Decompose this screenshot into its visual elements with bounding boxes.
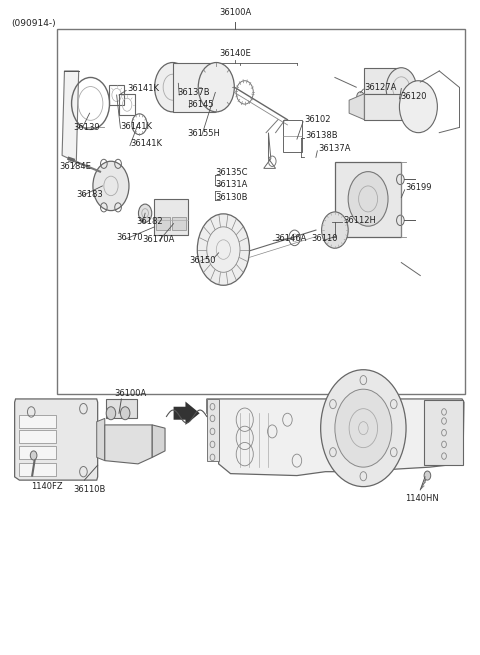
Circle shape	[138, 204, 152, 222]
Circle shape	[399, 81, 437, 133]
Text: 36131A: 36131A	[216, 180, 248, 189]
Circle shape	[322, 212, 348, 248]
Bar	[207, 399, 219, 460]
Bar	[335, 162, 401, 236]
Text: 36170: 36170	[117, 233, 143, 242]
Text: 36102: 36102	[304, 115, 331, 124]
Text: 1140HN: 1140HN	[405, 495, 439, 504]
Circle shape	[321, 369, 406, 487]
Circle shape	[155, 62, 191, 112]
Circle shape	[197, 214, 250, 286]
Polygon shape	[14, 399, 97, 480]
Text: 36145: 36145	[187, 100, 214, 109]
Text: 36100A: 36100A	[114, 388, 146, 398]
Polygon shape	[105, 425, 152, 464]
Circle shape	[335, 389, 392, 467]
Text: 36137B: 36137B	[178, 88, 210, 97]
Bar	[57, 29, 466, 394]
Bar	[19, 462, 56, 476]
Circle shape	[93, 161, 129, 211]
Circle shape	[424, 471, 431, 480]
Bar	[173, 62, 216, 112]
Bar	[283, 120, 301, 152]
Text: 1140FZ: 1140FZ	[31, 482, 63, 491]
Text: 36120: 36120	[400, 92, 427, 102]
Text: 36137A: 36137A	[318, 144, 351, 153]
Text: 36199: 36199	[405, 183, 432, 193]
Polygon shape	[62, 71, 79, 162]
Bar	[106, 399, 137, 419]
Text: 36141K: 36141K	[130, 140, 162, 148]
Bar	[172, 217, 186, 230]
Polygon shape	[207, 399, 464, 476]
Text: (090914-): (090914-)	[12, 19, 56, 28]
Text: 36110: 36110	[311, 234, 337, 243]
Circle shape	[386, 67, 417, 109]
Text: 36155H: 36155H	[187, 130, 220, 138]
Bar	[109, 84, 124, 105]
Polygon shape	[96, 419, 105, 460]
Text: 36110B: 36110B	[73, 485, 106, 494]
Bar	[19, 445, 56, 458]
Circle shape	[357, 92, 364, 102]
Circle shape	[198, 62, 234, 112]
Polygon shape	[152, 425, 165, 457]
Text: 36138B: 36138B	[305, 132, 338, 140]
Text: 36141K: 36141K	[120, 122, 153, 130]
Text: 36150: 36150	[190, 256, 216, 265]
Bar	[424, 400, 463, 465]
Text: 36127A: 36127A	[364, 83, 396, 92]
Circle shape	[120, 407, 130, 420]
Text: 36183: 36183	[76, 190, 103, 199]
Bar	[156, 217, 170, 230]
Text: 36170A: 36170A	[143, 235, 175, 244]
Text: 36139: 36139	[73, 123, 100, 132]
Circle shape	[30, 451, 37, 460]
Text: 36135C: 36135C	[216, 168, 248, 178]
Circle shape	[348, 172, 388, 226]
Bar	[364, 67, 402, 94]
Text: 36146A: 36146A	[274, 234, 307, 243]
Text: 36130B: 36130B	[216, 193, 248, 202]
Text: 36100A: 36100A	[219, 8, 252, 17]
Polygon shape	[349, 94, 364, 120]
Circle shape	[106, 407, 116, 420]
Text: 36182: 36182	[137, 217, 163, 226]
Polygon shape	[174, 402, 200, 425]
Bar	[120, 94, 135, 115]
Text: 36141K: 36141K	[127, 84, 159, 93]
Bar	[19, 430, 56, 443]
Bar	[364, 94, 419, 120]
Text: 36112H: 36112H	[343, 216, 376, 225]
Text: 36184E: 36184E	[60, 162, 92, 171]
Text: 36140E: 36140E	[219, 49, 251, 58]
Bar	[19, 415, 56, 428]
Bar	[154, 199, 188, 234]
